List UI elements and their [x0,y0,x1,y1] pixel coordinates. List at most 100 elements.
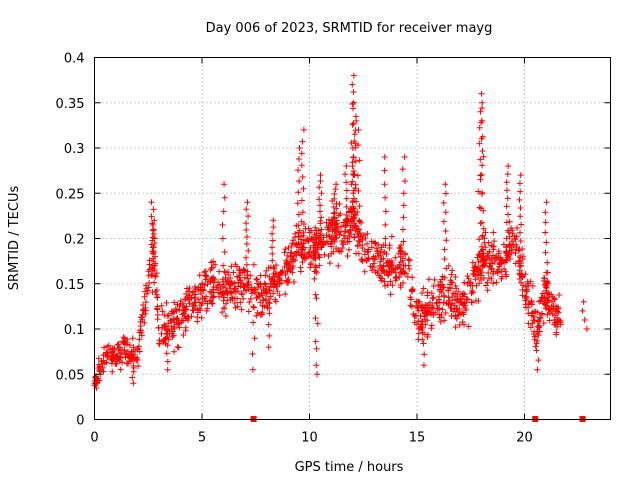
spike-point [503,235,510,242]
data-point [514,224,521,231]
spike-point [220,262,227,269]
spike-point [356,218,363,225]
data-point [432,309,439,316]
spike-point [221,249,228,256]
spike-point [350,190,357,197]
spike-point [245,213,252,220]
data-point [208,289,215,296]
spike-point [150,206,157,213]
data-point [494,269,501,276]
spike-point [353,117,360,124]
data-point [96,377,103,384]
data-point [237,269,244,276]
data-point [532,343,539,350]
data-point [556,292,563,299]
data-point [340,232,347,239]
data-point [230,269,237,276]
data-point [114,356,121,363]
data-point [164,326,171,333]
data-point [401,269,408,276]
spike-point [221,194,228,201]
spike-point [149,221,156,228]
data-point [171,324,178,331]
data-point [141,293,148,300]
spike-point [402,250,409,257]
spike-point [400,190,407,197]
spike-point [477,156,484,163]
spike-point [151,217,158,224]
spike-point [355,126,362,133]
data-point [533,340,540,347]
data-point [113,361,120,368]
spike-point [300,232,307,239]
data-point [436,305,443,312]
spike-point [443,265,450,272]
data-point [243,281,250,288]
data-point [456,321,463,328]
data-point [411,319,418,326]
data-point [542,305,549,312]
data-point [528,301,535,308]
data-point [209,294,216,301]
spike-point [441,274,448,281]
spike-point [221,181,228,188]
spike-point [348,181,355,188]
spike-point [355,142,362,149]
spike-point [243,227,250,234]
data-point [307,260,314,267]
spike-point [351,195,358,202]
spike-point [480,207,487,214]
data-point [368,238,375,245]
data-point [281,263,288,270]
data-point [161,336,168,343]
data-point [441,317,448,324]
data-point [537,315,544,322]
data-point [409,288,416,295]
data-point [453,315,460,322]
data-point [277,269,284,276]
data-point [455,288,462,295]
data-point [487,260,494,267]
data-point [445,287,452,294]
data-point [149,267,156,274]
data-point [254,276,261,283]
data-point [509,230,516,237]
data-point [488,255,495,262]
dip-point [130,368,137,375]
spike-point [343,195,350,202]
data-point [443,299,450,306]
data-point [424,289,431,296]
data-point [295,229,302,236]
spike-point [349,81,356,88]
data-point [316,254,323,261]
data-point [452,291,459,298]
spike-point [295,233,302,240]
data-point [151,279,158,286]
spike-point [478,171,485,178]
data-point [220,304,227,311]
spike-point [543,199,550,206]
spike-point [219,276,226,283]
dip-point [266,287,273,294]
data-point [439,306,446,313]
data-point [473,282,480,289]
data-point [429,295,436,302]
spike-point [399,226,406,233]
spike-point [149,244,156,251]
data-point [525,320,532,327]
spike-point [442,209,449,216]
spike-point [295,167,302,174]
spike-point [349,199,356,206]
data-point [254,309,261,316]
y-tick-label: 0.25 [56,187,85,202]
data-point [498,275,505,282]
data-point [430,283,437,290]
data-point [174,301,181,308]
spike-point [243,261,250,268]
data-point [344,253,351,260]
data-point [397,284,404,291]
data-point [536,322,543,329]
data-point [122,339,129,346]
data-point [210,293,217,300]
spike-point [317,178,324,185]
